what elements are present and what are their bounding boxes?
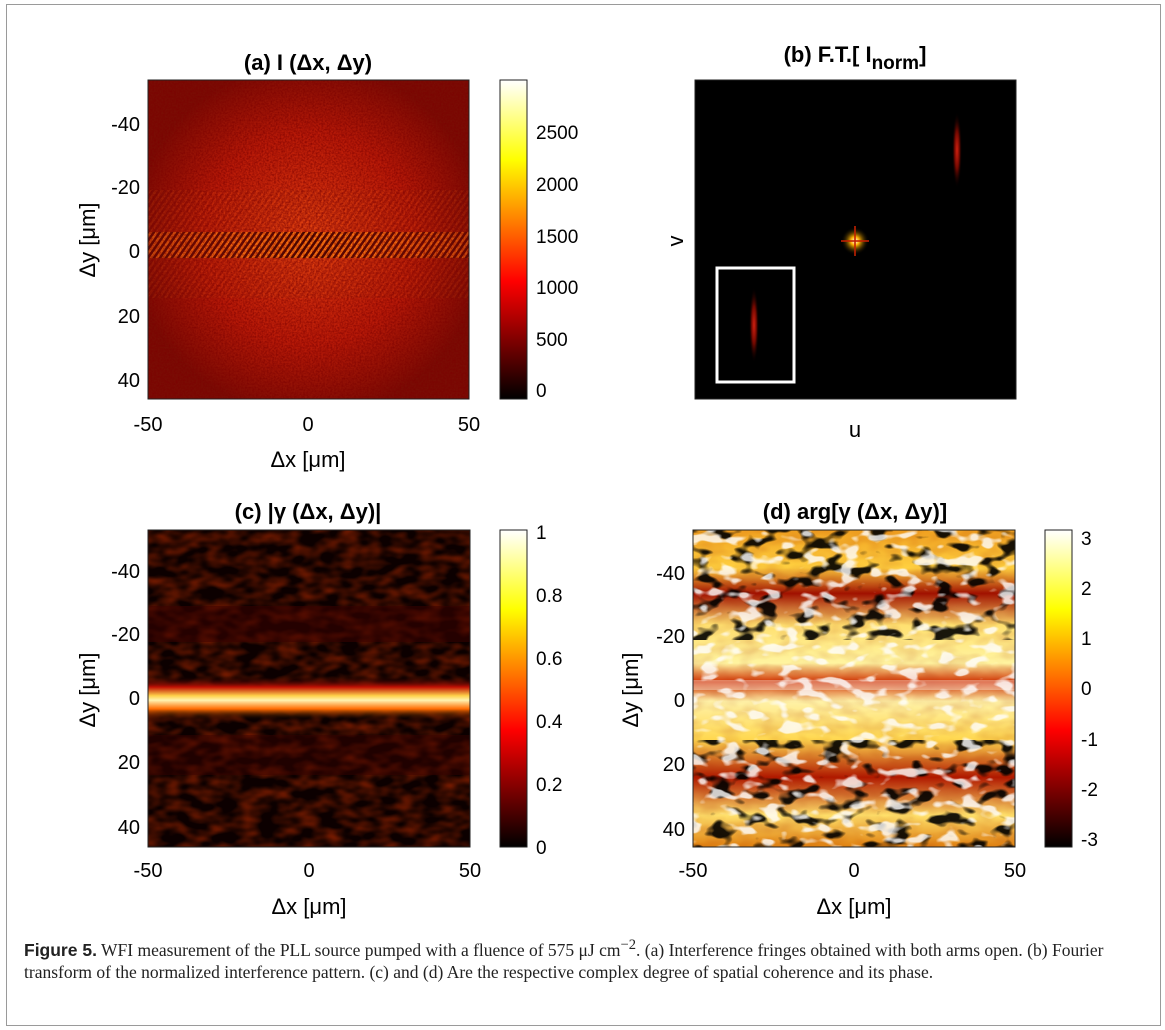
xtick-label: -50 xyxy=(134,414,163,436)
y-axis-label: v xyxy=(663,236,688,247)
colorbar-tick: 2000 xyxy=(536,175,578,196)
panel-d: (d) arg[γ (Δx, Δy)] -40 -20 0 20 40 -50 … xyxy=(618,499,1098,919)
x-axis-label: Δx [μm] xyxy=(271,894,346,919)
colorbar-tick: 0.4 xyxy=(536,712,563,733)
colorbar-tick: 1500 xyxy=(536,227,578,248)
x-axis-label: Δx [μm] xyxy=(816,894,891,919)
panel-b-heatmap xyxy=(694,79,1017,400)
panel-c-title: (c) |γ (Δx, Δy)| xyxy=(235,499,382,524)
panel-c: (c) |γ (Δx, Δy)| -40 -20 0 20 40 -50 0 5… xyxy=(75,499,563,919)
ytick-label: 0 xyxy=(129,241,140,263)
ytick-label: 0 xyxy=(129,688,140,710)
colorbar-tick: -2 xyxy=(1081,780,1098,801)
panel-a-colorbar: 2500 2000 1500 1000 500 0 xyxy=(499,79,578,402)
xtick-label: 50 xyxy=(1004,860,1026,882)
panel-c-heatmap xyxy=(147,529,471,848)
colorbar-tick: -1 xyxy=(1081,730,1098,751)
x-axis-label: Δx [μm] xyxy=(270,447,345,472)
caption-label: Figure 5. xyxy=(24,939,97,960)
xtick-label: 0 xyxy=(302,414,313,436)
panel-a: (a) I (Δx, Δy) -40 -20 0 20 40 -50 0 50 … xyxy=(75,50,578,472)
y-axis-label: Δy [μm] xyxy=(75,652,100,727)
panel-d-heatmap xyxy=(693,530,1015,847)
colorbar-tick: 0.2 xyxy=(536,775,562,796)
panel-b: (b) F.T.[ Inorm] u v xyxy=(663,42,1017,442)
colorbar-tick: 1000 xyxy=(536,278,578,299)
panel-a-title: (a) I (Δx, Δy) xyxy=(244,50,372,75)
panel-d-xticks: -50 0 50 xyxy=(679,860,1027,882)
caption-text-end: . (a) Interference fringes obtained with… xyxy=(24,939,1104,982)
panel-c-colorbar: 1 0.8 0.6 0.4 0.2 0 xyxy=(499,523,563,859)
colorbar-tick: 1 xyxy=(1081,629,1092,650)
y-axis-label: Δy [μm] xyxy=(618,652,643,727)
ytick-label: -20 xyxy=(111,624,140,646)
colorbar-tick: -3 xyxy=(1081,830,1098,851)
panel-b-title-end: ] xyxy=(919,42,926,67)
ytick-label: 20 xyxy=(118,752,140,774)
ytick-label: -40 xyxy=(656,563,685,585)
panel-d-colorbar: 3 2 1 0 -1 -2 -3 xyxy=(1044,529,1098,851)
selection-box xyxy=(715,266,796,384)
colorbar-tick: 2 xyxy=(1081,579,1092,600)
ytick-label: -40 xyxy=(111,114,140,136)
ytick-label: 0 xyxy=(674,690,685,712)
colorbar-tick: 500 xyxy=(536,330,568,351)
caption-exponent: −2 xyxy=(620,937,637,953)
x-axis-label: u xyxy=(849,417,861,442)
ytick-label: 20 xyxy=(663,754,685,776)
ytick-label: -40 xyxy=(111,561,140,583)
panel-c-yticks: -40 -20 0 20 40 xyxy=(111,561,140,839)
caption-unit: μJ cm xyxy=(578,939,621,960)
colorbar-tick: 2500 xyxy=(536,123,578,144)
ytick-label: 20 xyxy=(118,306,140,328)
panel-b-title: (b) F.T.[ Inorm] xyxy=(784,42,927,74)
ytick-label: 40 xyxy=(118,370,140,392)
colorbar-tick: 0.6 xyxy=(536,649,562,670)
ytick-label: 40 xyxy=(118,817,140,839)
xtick-label: -50 xyxy=(134,860,163,882)
colorbar-tick: 0 xyxy=(536,381,547,402)
caption-text-start: WFI measurement of the PLL source pumped… xyxy=(101,939,579,960)
panel-a-yticks: -40 -20 0 20 40 xyxy=(111,114,140,392)
xtick-label: 0 xyxy=(848,860,859,882)
figure-caption: Figure 5. WFI measurement of the PLL sou… xyxy=(24,934,1144,983)
xtick-label: 50 xyxy=(459,860,481,882)
ytick-label: -20 xyxy=(656,626,685,648)
y-axis-label: Δy [μm] xyxy=(75,202,100,277)
panel-b-title-main: (b) F.T.[ I xyxy=(784,42,872,67)
panel-c-xticks: -50 0 50 xyxy=(134,860,482,882)
colorbar-tick: 3 xyxy=(1081,529,1092,550)
panel-d-title: (d) arg[γ (Δx, Δy)] xyxy=(763,499,947,524)
panel-b-title-sub: norm xyxy=(872,53,920,74)
colorbar-tick: 1 xyxy=(536,523,547,544)
panel-a-xticks: -50 0 50 xyxy=(134,414,481,436)
xtick-label: -50 xyxy=(679,860,708,882)
colorbar-tick: 0 xyxy=(1081,679,1092,700)
colorbar-tick: 0.8 xyxy=(536,586,562,607)
xtick-label: 0 xyxy=(303,860,314,882)
ytick-label: -20 xyxy=(111,177,140,199)
panel-a-heatmap xyxy=(147,79,470,400)
panel-d-yticks: -40 -20 0 20 40 xyxy=(656,563,685,841)
colorbar-tick: 0 xyxy=(536,838,547,859)
xtick-label: 50 xyxy=(458,414,480,436)
ytick-label: 40 xyxy=(663,819,685,841)
